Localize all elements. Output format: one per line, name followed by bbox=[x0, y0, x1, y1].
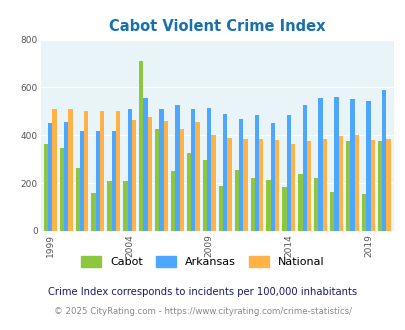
Bar bbox=[202, 160, 207, 231]
Bar bbox=[306, 141, 310, 231]
Bar bbox=[111, 131, 116, 231]
Bar bbox=[211, 135, 215, 231]
Bar bbox=[171, 171, 175, 231]
Bar bbox=[270, 123, 274, 231]
Bar bbox=[302, 105, 306, 231]
Bar bbox=[127, 109, 132, 231]
Bar bbox=[96, 131, 100, 231]
Bar bbox=[84, 112, 88, 231]
Bar bbox=[52, 109, 56, 231]
Bar bbox=[207, 108, 211, 231]
Bar bbox=[48, 123, 52, 231]
Bar bbox=[163, 121, 168, 231]
Bar bbox=[159, 109, 163, 231]
Bar bbox=[179, 129, 183, 231]
Bar bbox=[322, 139, 326, 231]
Bar bbox=[68, 109, 72, 231]
Bar bbox=[238, 118, 243, 231]
Bar bbox=[250, 178, 254, 231]
Bar bbox=[91, 193, 96, 231]
Bar bbox=[361, 194, 365, 231]
Bar bbox=[290, 144, 294, 231]
Bar bbox=[132, 120, 136, 231]
Bar bbox=[107, 181, 111, 231]
Bar bbox=[191, 109, 195, 231]
Bar bbox=[354, 135, 358, 231]
Bar bbox=[254, 115, 258, 231]
Text: Crime Index corresponds to incidents per 100,000 inhabitants: Crime Index corresponds to incidents per… bbox=[48, 287, 357, 297]
Bar bbox=[222, 114, 227, 231]
Bar bbox=[175, 105, 179, 231]
Bar bbox=[365, 101, 370, 231]
Bar bbox=[75, 168, 80, 231]
Bar bbox=[243, 139, 247, 231]
Bar bbox=[116, 112, 120, 231]
Bar bbox=[64, 122, 68, 231]
Bar bbox=[281, 187, 286, 231]
Bar bbox=[381, 90, 386, 231]
Bar bbox=[370, 140, 374, 231]
Bar bbox=[60, 148, 64, 231]
Bar bbox=[386, 139, 390, 231]
Bar bbox=[143, 98, 147, 231]
Bar bbox=[195, 122, 199, 231]
Bar bbox=[100, 112, 104, 231]
Legend: Cabot, Arkansas, National: Cabot, Arkansas, National bbox=[77, 251, 328, 271]
Bar bbox=[286, 115, 290, 231]
Bar bbox=[80, 131, 84, 231]
Bar bbox=[377, 141, 381, 231]
Bar bbox=[298, 174, 302, 231]
Bar bbox=[338, 137, 342, 231]
Bar bbox=[274, 140, 279, 231]
Bar bbox=[313, 178, 318, 231]
Text: © 2025 CityRating.com - https://www.cityrating.com/crime-statistics/: © 2025 CityRating.com - https://www.city… bbox=[54, 307, 351, 316]
Bar bbox=[155, 129, 159, 231]
Bar bbox=[266, 180, 270, 231]
Title: Cabot Violent Crime Index: Cabot Violent Crime Index bbox=[109, 19, 325, 34]
Bar bbox=[123, 181, 127, 231]
Bar bbox=[258, 139, 263, 231]
Bar bbox=[318, 98, 322, 231]
Bar bbox=[139, 61, 143, 231]
Bar bbox=[186, 153, 191, 231]
Bar bbox=[227, 138, 231, 231]
Bar bbox=[345, 141, 350, 231]
Bar bbox=[234, 170, 238, 231]
Bar bbox=[329, 191, 334, 231]
Bar bbox=[44, 144, 48, 231]
Bar bbox=[350, 99, 354, 231]
Bar bbox=[218, 185, 222, 231]
Bar bbox=[334, 97, 338, 231]
Bar bbox=[147, 117, 152, 231]
